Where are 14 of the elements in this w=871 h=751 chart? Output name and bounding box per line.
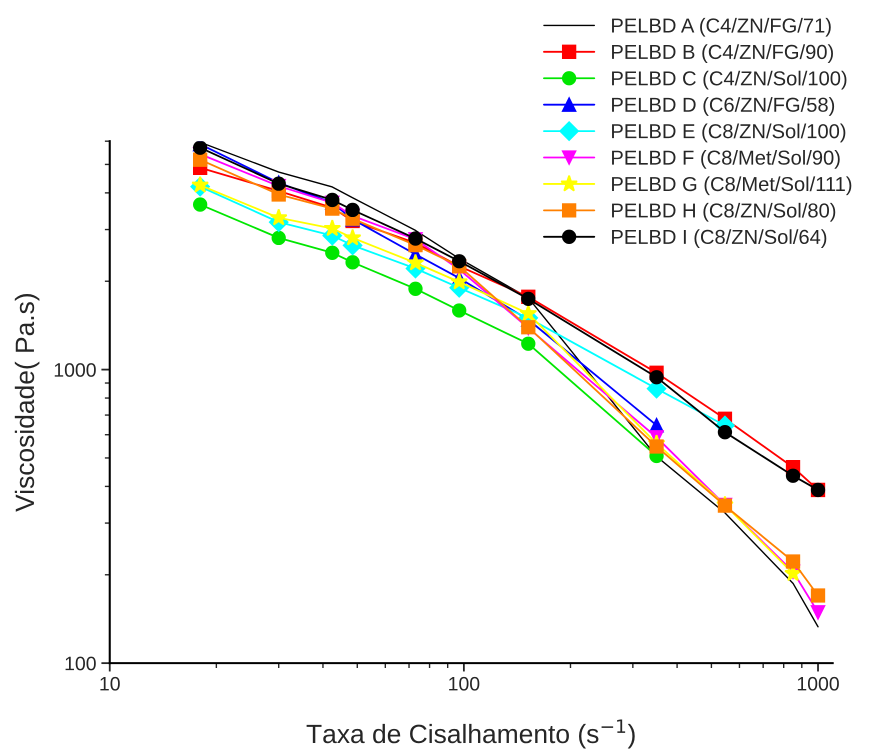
- y-axis-title: Viscosidade( Pa.s): [14, 294, 40, 512]
- legend-label: PELBD E (C8/ZN/Sol/100): [612, 124, 846, 142]
- legend-label: PELBD A (C4/ZN/FG/71): [612, 18, 831, 37]
- legend-label: PELBD I (C8/ZN/Sol/64): [612, 229, 826, 248]
- legend-label: PELBD F (C8/Met/Sol/90): [612, 150, 840, 169]
- legend-label: PELBD H (C8/ZN/Sol/80): [612, 202, 836, 222]
- legend-label: PELBD G (C8/Met/Sol/111): [612, 176, 852, 196]
- x-tick-label: 10: [100, 676, 120, 691]
- legend-label: PELBD C (C4/ZN/Sol/100): [612, 70, 846, 90]
- legend-label: PELBD B (C4/ZN/FG/90): [612, 44, 833, 64]
- x-tick-label: 1000: [798, 676, 839, 691]
- x-tick-label: 100: [449, 676, 480, 691]
- x-axis-title: Taxa de Cisalhamento (s$^{−1}$): [306, 719, 635, 748]
- legend-label: PELBD D (C6/ZN/FG/58): [612, 97, 834, 116]
